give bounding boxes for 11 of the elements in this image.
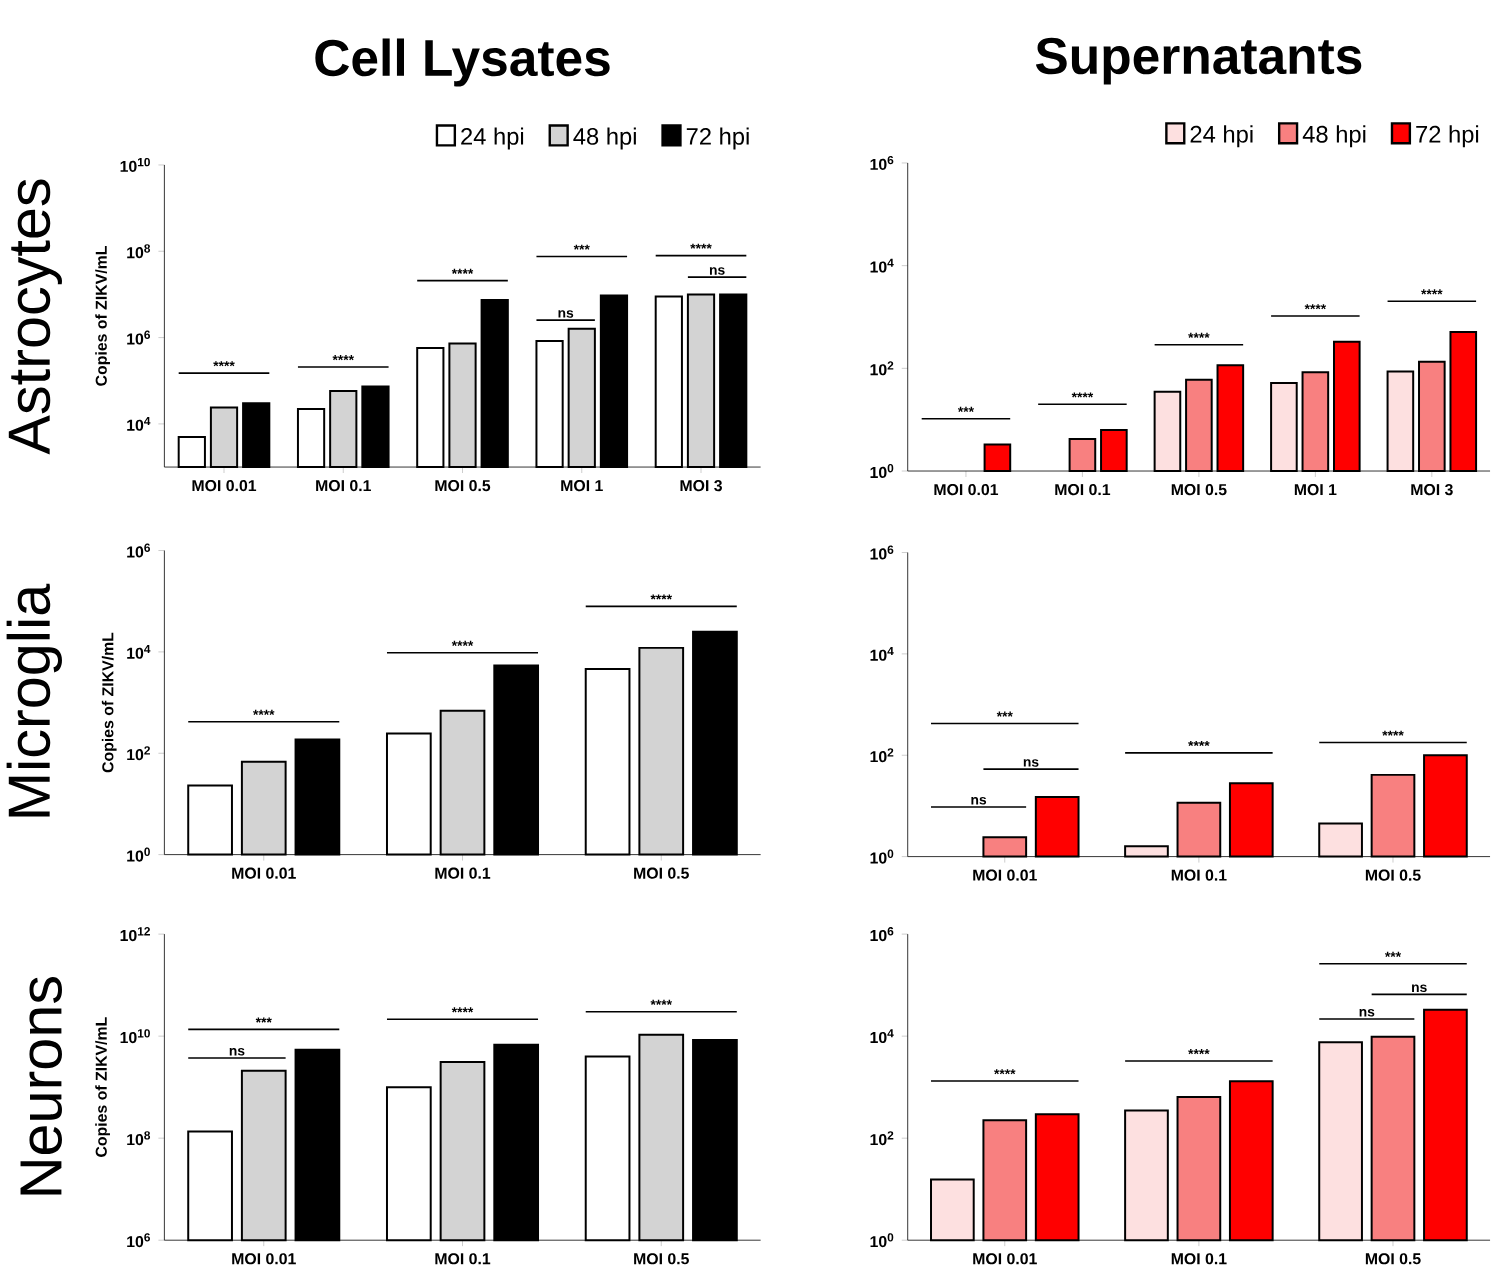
text: Astrocytes [8, 179, 62, 455]
legend-label: 72 hpi [1416, 125, 1479, 148]
text: Microglia [6, 583, 62, 817]
legend-label: 24 hpi [1190, 125, 1253, 148]
legend-label: 72 hpi [686, 127, 749, 150]
chart-title: Cell Lysates [315, 38, 610, 87]
legend-label: 24 hpi [461, 127, 524, 150]
text: Neurons [20, 977, 62, 1195]
legend-label: 48 hpi [1302, 125, 1366, 148]
chart-title: Supernatants [1035, 37, 1362, 85]
legend-label: 48 hpi [573, 127, 636, 150]
